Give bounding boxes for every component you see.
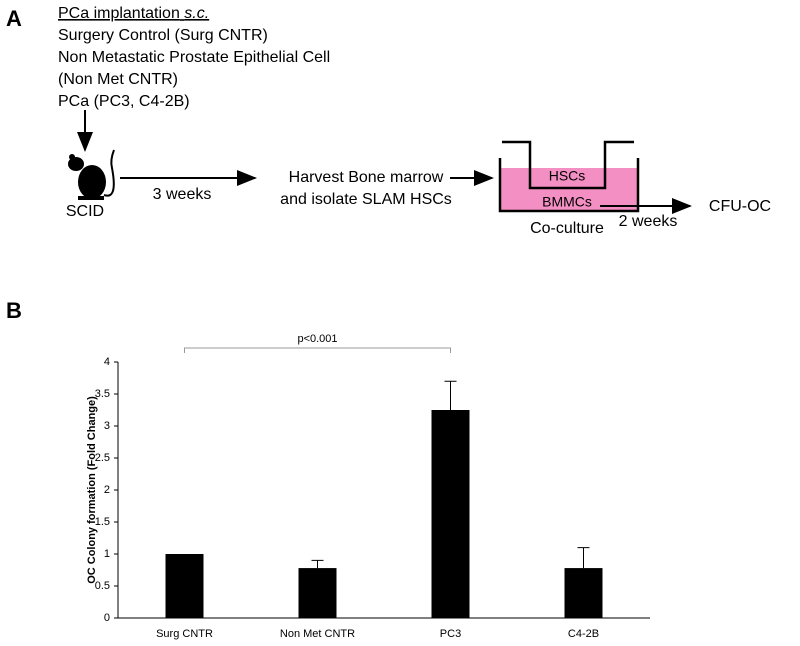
annotation: p<0.001 xyxy=(297,333,337,345)
x-tick-label: PC3 xyxy=(440,628,461,640)
group: PCa (PC3, C4-2B) xyxy=(58,93,190,110)
culture: Co-culture xyxy=(530,220,604,237)
panel-label: B xyxy=(6,298,22,323)
error-bar xyxy=(311,559,324,569)
error-bar xyxy=(444,380,457,410)
y-tick-label: 0.5 xyxy=(95,580,110,592)
heading-emphasis: s.c. xyxy=(184,5,209,22)
y-tick-label: 2 xyxy=(104,484,110,496)
y-tick-label: 1 xyxy=(104,548,110,560)
x-tick-label: Non Met CNTR xyxy=(280,628,355,640)
insert-cells: HSCs xyxy=(549,168,586,184)
group: Surgery Control (Surg CNTR) xyxy=(58,27,268,44)
step: and isolate SLAM HSCs xyxy=(280,191,452,208)
bar xyxy=(431,410,470,618)
panel-label: A xyxy=(6,6,22,31)
bar xyxy=(298,568,337,618)
group: Non Metastatic Prostate Epithelial Cell xyxy=(58,49,330,66)
y-tick-label: 1.5 xyxy=(95,516,110,528)
well xyxy=(498,158,640,213)
insert xyxy=(502,140,634,190)
y-tick-label: 2.5 xyxy=(95,452,110,464)
bar xyxy=(564,568,603,618)
readout: CFU-OC xyxy=(709,198,771,215)
group: (Non Met CNTR) xyxy=(58,71,178,88)
heading-text: PCa implantation xyxy=(58,5,180,22)
x-tick-label: C4-2B xyxy=(568,628,599,640)
heading: PCa implantation s.c. xyxy=(58,5,209,22)
step: Harvest Bone marrow xyxy=(289,169,444,186)
well-cells: BMMCs xyxy=(542,194,592,210)
panel-b: B OC Colony formation (Fold Change) 0 0.5… xyxy=(6,298,650,640)
mouse-icon xyxy=(68,149,115,200)
y-axis-label: OC Colony formation (Fold Change) xyxy=(86,396,98,584)
time: 3 weeks xyxy=(153,186,212,203)
y-tick-label: 4 xyxy=(104,356,110,368)
y-tick-label: 3 xyxy=(104,420,110,432)
error-bar xyxy=(577,547,590,569)
panel-a: A PCa implantation s.c. Surgery Control … xyxy=(6,5,771,237)
bar xyxy=(165,554,204,618)
y-tick-label: 0 xyxy=(104,612,110,624)
time: 2 weeks xyxy=(619,213,678,230)
y-tick-label: 3.5 xyxy=(95,388,110,400)
animal: SCID xyxy=(66,203,104,220)
significance-bracket xyxy=(184,347,451,353)
x-tick-label: Surg CNTR xyxy=(156,628,213,640)
